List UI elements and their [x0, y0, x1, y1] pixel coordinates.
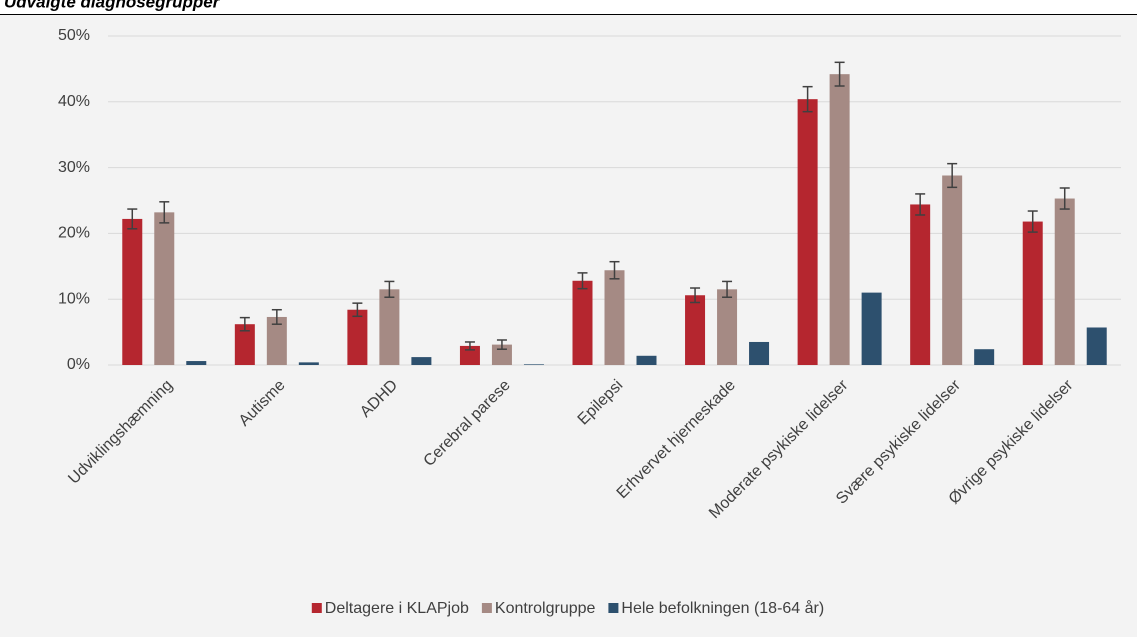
error-bar	[690, 287, 701, 304]
bar	[1054, 198, 1075, 365]
error-bar	[239, 316, 250, 332]
error-bar	[722, 280, 733, 298]
y-tick-label: 30%	[58, 159, 90, 176]
bar	[523, 364, 544, 365]
bar	[154, 212, 175, 365]
bar	[186, 361, 207, 365]
bar	[122, 218, 143, 365]
bar	[749, 341, 770, 365]
error-bar	[1027, 210, 1038, 233]
y-tick-label: 50%	[58, 27, 90, 44]
bar	[604, 270, 625, 365]
y-tick-label: 20%	[58, 225, 90, 242]
bar	[861, 292, 882, 365]
error-bar	[352, 302, 363, 318]
error-bar	[159, 201, 170, 224]
bar	[347, 309, 368, 365]
y-tick-label: 0%	[67, 356, 90, 373]
bar	[942, 175, 963, 365]
error-bar	[834, 61, 845, 87]
bar	[636, 355, 657, 365]
legend-label: Deltagere i KLAPjob	[325, 600, 469, 617]
error-bar	[802, 85, 813, 113]
bar	[685, 295, 706, 365]
bar	[572, 280, 593, 365]
legend-swatch	[311, 603, 322, 613]
error-bar	[496, 339, 507, 350]
bar	[797, 99, 818, 365]
chart-title: Udvalgte diagnosegrupper	[4, 0, 221, 11]
legend-label: Hele befolkningen (18-64 år)	[621, 599, 824, 617]
bar	[266, 316, 287, 365]
error-bar	[577, 272, 588, 290]
legend-swatch	[608, 603, 619, 613]
bar	[298, 362, 319, 365]
bar	[234, 324, 255, 365]
error-bar	[127, 208, 138, 230]
bar	[1022, 221, 1043, 365]
error-bar	[384, 280, 395, 298]
bar	[829, 74, 850, 365]
error-bar	[609, 260, 620, 280]
bar	[910, 204, 931, 365]
bar	[1086, 327, 1107, 365]
y-tick-label: 10%	[58, 290, 90, 307]
bar	[974, 349, 995, 365]
error-bar	[1059, 187, 1070, 210]
bar	[411, 357, 432, 365]
bar	[379, 289, 400, 365]
legend-swatch	[481, 603, 492, 613]
error-bar	[271, 308, 282, 325]
bar	[717, 289, 738, 365]
bar	[459, 345, 480, 365]
error-bar	[915, 193, 926, 216]
error-bar	[464, 341, 475, 351]
error-bar	[947, 162, 958, 189]
y-tick-label: 40%	[58, 93, 90, 110]
legend-label: Kontrolgruppe	[495, 600, 596, 617]
